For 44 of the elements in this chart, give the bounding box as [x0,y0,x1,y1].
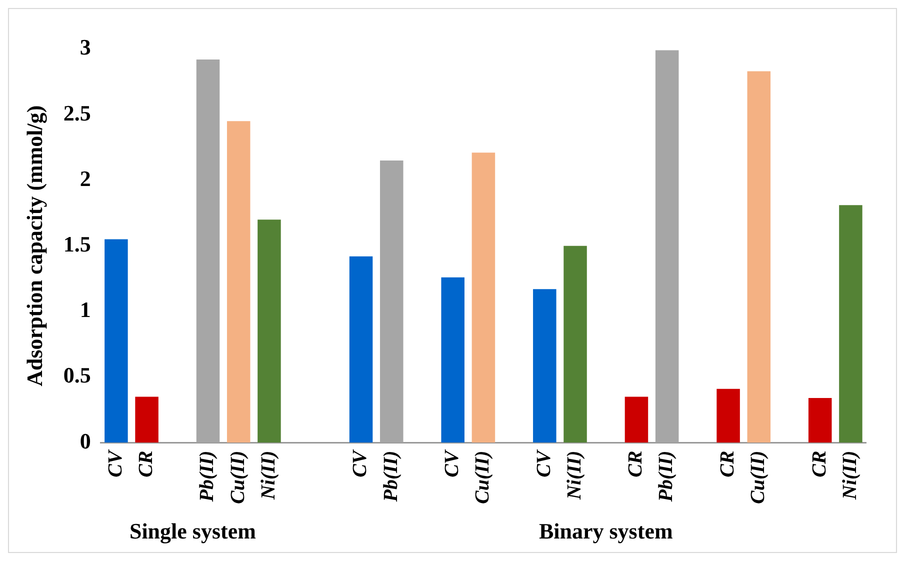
text: Binary system [538,518,673,544]
bar [472,152,496,443]
y-tick-label: 1.5 [63,232,91,257]
x-tick-label: CV [532,449,555,478]
y-tick-label: 3 [80,34,91,60]
y-tick-label: 1 [80,297,91,322]
y-tick-label: 0.5 [63,362,91,388]
bar [196,60,220,443]
x-tick-label: Pb(II) [380,450,402,503]
x-tick-label: CR [624,450,647,478]
x-tick-label: Ni(II) [563,450,586,501]
bar [441,277,464,443]
bar [533,289,556,443]
bar [655,50,679,443]
bar [258,220,281,443]
x-tick-label: Cu(II) [472,450,494,504]
bar [349,256,373,443]
x-tick-label: Ni(II) [257,450,280,501]
x-tick-label: Cu(II) [226,450,249,504]
x-tick-label: Ni(II) [838,450,861,501]
bar [380,160,404,443]
bar [839,205,862,443]
bar [747,71,771,443]
y-tick-label: 0 [80,428,91,454]
x-tick-label: CV [104,449,126,478]
x-tick-label: Cu(II) [747,450,770,504]
x-tick-label: CV [441,449,464,478]
x-tick-label: CR [808,450,830,478]
text: Single system [129,518,256,544]
x-tick-label: CR [716,450,738,478]
bar [135,396,158,443]
x-tick-label: Pb(II) [196,450,218,503]
y-tick-label: 2.5 [63,100,91,126]
x-tick-label: Pb(II) [655,450,678,503]
bar [624,396,648,443]
bar [104,239,128,443]
bar [808,398,832,443]
y-tick-label: 2 [80,166,91,191]
x-tick-label: CR [134,450,157,478]
y-axis-title: Adsorption capacity (mmol/g) [22,105,47,386]
x-tick-label: CV [349,449,372,478]
bar [716,388,740,443]
bar [564,246,587,443]
bar [226,121,250,443]
